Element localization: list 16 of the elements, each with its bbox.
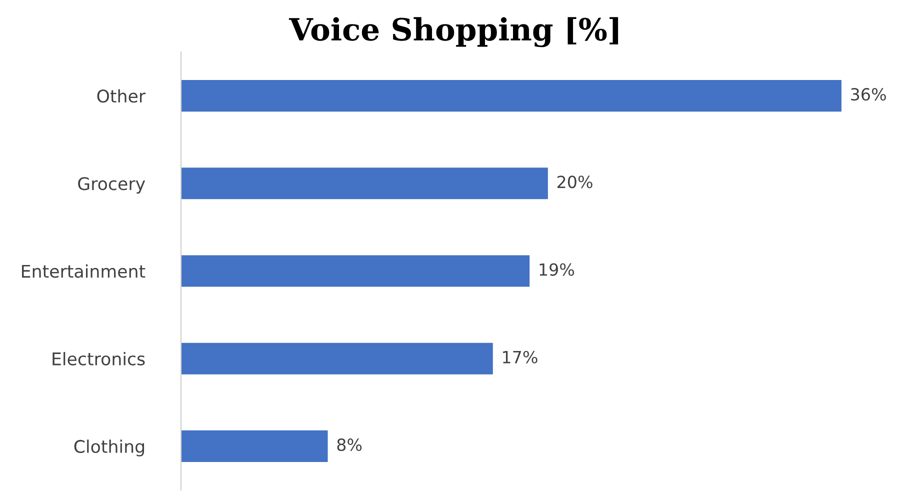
y-tick-label: Entertainment	[22, 264, 146, 278]
data-label: 36%	[851, 88, 886, 101]
chart-title: Voice Shopping [%]	[288, 17, 618, 48]
y-tick-label: Electronics	[52, 352, 145, 366]
y-tick-label: Grocery	[78, 177, 146, 194]
bar	[181, 80, 842, 112]
y-tick-label: Clothing	[74, 440, 144, 456]
data-label: 17%	[503, 350, 538, 364]
bar	[181, 430, 328, 462]
bar	[181, 342, 493, 374]
data-label: 8%	[337, 438, 362, 452]
data-label: 20%	[557, 176, 592, 188]
data-label: 19%	[540, 263, 574, 276]
y-tick-label: Other	[97, 89, 146, 103]
bar	[181, 168, 548, 200]
bar	[181, 255, 530, 287]
